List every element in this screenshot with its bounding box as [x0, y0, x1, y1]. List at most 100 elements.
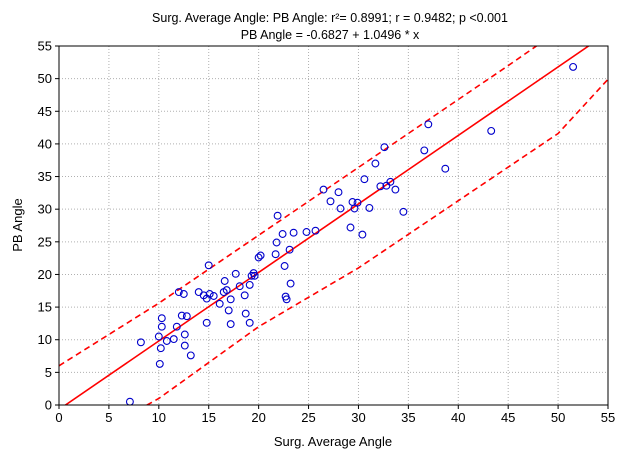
- plot-area-frame: [58, 45, 609, 406]
- data-point: [272, 238, 281, 247]
- data-point: [179, 290, 188, 298]
- data-point: [209, 292, 218, 300]
- data-point: [125, 397, 134, 406]
- data-point: [302, 228, 311, 236]
- data-point: [289, 228, 298, 237]
- y-tick-label: 0: [45, 398, 52, 413]
- data-point: [202, 318, 211, 327]
- data-point: [222, 286, 231, 295]
- data-point: [278, 230, 287, 238]
- chart-title: Surg. Average Angle: PB Angle: r²= 0.899…: [152, 11, 508, 42]
- x-tick-label: 45: [501, 410, 515, 425]
- data-point: [205, 290, 214, 298]
- y-tick-label: 20: [38, 267, 52, 282]
- x-tick-label: 55: [601, 410, 615, 425]
- x-tick-label: 40: [451, 410, 465, 425]
- data-point: [326, 197, 335, 206]
- data-point: [569, 62, 578, 71]
- data-point: [155, 359, 164, 368]
- x-tick-label: 50: [551, 410, 565, 425]
- chart-title-line-1: Surg. Average Angle: PB Angle: r²= 0.899…: [152, 11, 508, 25]
- data-point: [254, 253, 263, 262]
- y-tick-label: 40: [38, 136, 52, 151]
- data-point: [240, 291, 249, 300]
- data-point: [271, 250, 280, 259]
- data-point: [156, 344, 165, 353]
- confidence-band: [59, 46, 608, 405]
- x-tick-label: 30: [351, 410, 365, 425]
- regression-line-path: [64, 46, 590, 405]
- data-point: [174, 288, 183, 297]
- data-point: [365, 203, 374, 212]
- data-point: [319, 185, 328, 194]
- data-point: [334, 188, 343, 197]
- data-point: [285, 245, 294, 254]
- data-point: [157, 322, 166, 331]
- data-point: [186, 351, 195, 360]
- data-point: [391, 185, 400, 194]
- y-tick-label: 15: [38, 300, 52, 315]
- data-point: [256, 251, 265, 260]
- y-tick-label: 10: [38, 332, 52, 347]
- chart-title-line-2: PB Angle = -0.6827 + 1.0496 * x: [241, 28, 420, 42]
- y-tick-label: 5: [45, 365, 52, 380]
- data-point: [273, 211, 282, 220]
- data-point: [380, 143, 389, 152]
- data-point: [245, 280, 254, 289]
- x-tick-label: 10: [152, 410, 166, 425]
- data-point: [224, 306, 233, 315]
- y-tick-label: 50: [38, 71, 52, 86]
- data-point: [157, 314, 166, 323]
- data-point: [177, 311, 186, 320]
- data-point: [204, 261, 213, 270]
- data-point: [336, 204, 345, 213]
- data-point: [162, 337, 171, 345]
- data-point: [353, 198, 362, 207]
- x-tick-label: 5: [105, 410, 112, 425]
- data-point: [487, 126, 496, 135]
- data-point: [180, 330, 189, 339]
- data-point: [245, 318, 254, 327]
- y-tick-label: 25: [38, 234, 52, 249]
- data-point: [154, 332, 163, 341]
- x-axis-label: Surg. Average Angle: [274, 434, 392, 449]
- x-axis-ticks: 0 5 10 15 20 25 30 35 40 45 50 55: [55, 405, 615, 425]
- x-tick-label: 20: [251, 410, 265, 425]
- data-point: [346, 223, 355, 232]
- data-point: [226, 320, 235, 329]
- data-point: [376, 182, 385, 191]
- data-point: [220, 277, 229, 285]
- data-point: [424, 120, 433, 129]
- confidence-band-upper: [59, 46, 538, 367]
- data-point: [282, 295, 291, 304]
- data-point: [235, 282, 244, 291]
- data-point: [360, 175, 369, 184]
- x-tick-label: 25: [301, 410, 315, 425]
- data-point: [215, 299, 224, 308]
- data-point: [182, 312, 191, 321]
- data-point: [371, 159, 380, 168]
- y-axis-ticks: 0 5 10 15 20 25 30 35 40 45 50 55: [38, 39, 59, 413]
- data-point: [172, 322, 181, 331]
- data-point: [136, 338, 145, 347]
- data-point: [169, 335, 178, 344]
- confidence-band-lower: [145, 78, 608, 405]
- regression-line: [64, 46, 590, 405]
- data-point: [420, 146, 429, 155]
- data-point: [311, 226, 320, 235]
- y-tick-label: 30: [38, 202, 52, 217]
- x-tick-label: 15: [201, 410, 215, 425]
- y-tick-label: 55: [38, 39, 52, 54]
- grid-lines: [59, 46, 608, 405]
- data-point: [358, 230, 367, 239]
- data-point: [231, 269, 240, 278]
- y-tick-label: 35: [38, 169, 52, 184]
- data-point: [399, 207, 408, 216]
- x-tick-label: 35: [401, 410, 415, 425]
- data-point: [241, 309, 250, 318]
- data-point: [280, 262, 289, 270]
- y-tick-label: 45: [38, 104, 52, 119]
- data-point: [226, 295, 235, 304]
- x-tick-label: 0: [55, 410, 62, 425]
